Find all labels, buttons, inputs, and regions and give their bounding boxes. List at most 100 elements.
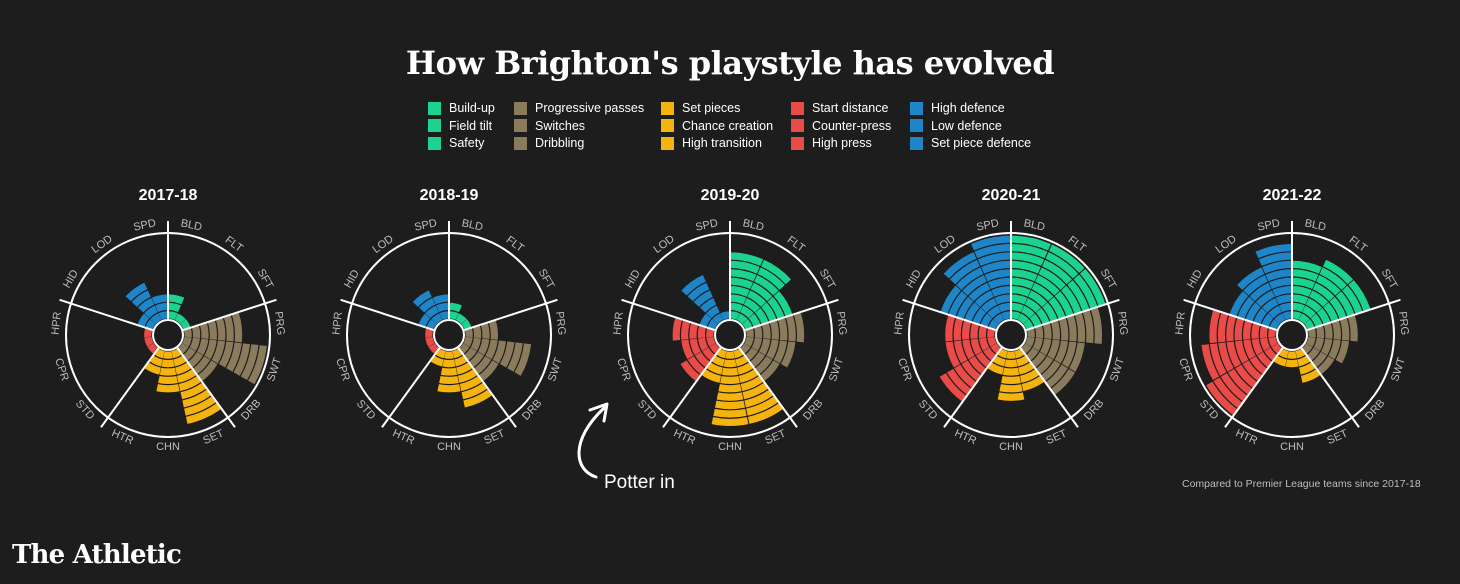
bar-segment-flt: [1031, 282, 1054, 302]
legend-column: Progressive passes Switches Dribbling: [514, 101, 661, 151]
bar-segment-chn: [442, 359, 456, 368]
bar-segment-spd: [1255, 244, 1292, 259]
bar-segment-spd: [987, 277, 1011, 290]
bar-segment-lod: [693, 290, 713, 307]
axis-label-cpr: CPR: [895, 357, 914, 383]
group-divider: [100, 347, 160, 428]
bar-segment-std: [946, 368, 972, 395]
legend-item: Low defence: [910, 119, 1040, 134]
legend-column: Set pieces Chance creation High transition: [661, 101, 791, 151]
axis-label-hpr: HPR: [611, 311, 625, 335]
bar-segment-spd: [1279, 302, 1292, 313]
bar-segment-chn: [720, 375, 740, 385]
bar-segment-hid: [1261, 313, 1274, 328]
bar-segment-cpr: [1243, 339, 1256, 360]
bar-segment-bld: [1292, 277, 1316, 290]
bar-segment-cpr: [697, 337, 709, 351]
bar-segment-swt: [514, 343, 532, 376]
bar-segment-bld: [730, 286, 750, 297]
legend-label: Dribbling: [535, 136, 585, 151]
axis-label-std: STD: [73, 398, 97, 422]
bar-segment-bld: [730, 277, 754, 290]
bar-segment-spd: [974, 244, 1011, 259]
axis-label-std: STD: [916, 398, 940, 422]
bar-segment-chn: [1002, 367, 1020, 376]
axis-label-prg: PRG: [1396, 311, 1410, 336]
bar-segment-flt: [757, 267, 785, 290]
bar-segment-swt: [470, 337, 482, 351]
bar-segment-swt: [780, 341, 796, 368]
axis-label-hpr: HPR: [49, 311, 63, 335]
bar-segment-set: [740, 375, 764, 392]
bar-segment-lod: [425, 305, 439, 319]
bar-segment-drb: [1030, 351, 1047, 368]
bar-segment-sft: [754, 308, 769, 325]
bar-segment-drb: [759, 360, 780, 382]
bar-segment-std: [1264, 347, 1278, 361]
bar-segment-flt: [736, 313, 748, 324]
bar-segment-chn: [723, 359, 737, 368]
bar-segment-hpr: [1217, 312, 1229, 343]
bar-segment-std: [1235, 364, 1258, 389]
group-divider: [1300, 347, 1360, 428]
legend-label: Chance creation: [682, 118, 774, 133]
axis-label-chn: CHN: [156, 441, 180, 453]
bar-segment-bld: [1011, 311, 1021, 320]
bar-segment-spd: [1001, 311, 1011, 320]
bar-segment-set: [746, 396, 779, 416]
axis-label-cpr: CPR: [614, 357, 633, 383]
bar-segment-std: [1206, 381, 1238, 416]
bar-segment-hpr: [945, 315, 956, 342]
bar-segment-prg: [1339, 317, 1350, 341]
inner-ring: [995, 319, 1027, 351]
bar-segment-prg: [1082, 309, 1094, 344]
bar-segment-swt: [478, 338, 490, 356]
bar-segment-htr: [987, 362, 1004, 375]
legend-item: High transition: [661, 136, 791, 151]
legend-swatch: [910, 101, 923, 115]
bar-segment-spd: [984, 269, 1011, 282]
legend-swatch: [428, 119, 441, 133]
bar-segment-prg: [769, 320, 779, 340]
axis-label-prg: PRG: [834, 311, 848, 336]
bar-segment-hpr: [681, 320, 691, 340]
bar-segment-prg: [1034, 325, 1044, 339]
bar-segment-swt: [773, 340, 788, 364]
bar-segment-cpr: [970, 338, 982, 356]
axis-label-bld: BLD: [461, 217, 484, 233]
bar-segment-prg: [761, 322, 771, 340]
bar-segment-spd: [1258, 252, 1292, 266]
axis-label-cpr: CPR: [52, 357, 71, 383]
bar-segment-hid: [980, 313, 993, 328]
season-title: 2017-18: [138, 187, 198, 204]
bar-segment-prg: [191, 325, 201, 339]
axis-label-spd: SPD: [975, 217, 1000, 233]
bar-segment-chn: [715, 400, 745, 410]
bar-segment-chn: [1287, 351, 1297, 359]
bar-segment-prg: [199, 322, 209, 340]
axis-label-prg: PRG: [553, 311, 567, 336]
bar-segment-swt: [1313, 337, 1325, 351]
bar-segment-prg: [1331, 320, 1341, 340]
bar-segment-swt: [1032, 337, 1044, 351]
bar-segment-flt: [1038, 267, 1066, 290]
bar-segment-sft: [1054, 291, 1074, 317]
axis-label-prg: PRG: [272, 311, 286, 336]
bar-segment-sft: [1335, 291, 1355, 317]
bar-segment-lod: [1243, 275, 1268, 296]
axis-label-drb: DRB: [239, 397, 263, 422]
bar-segment-chn: [997, 392, 1025, 401]
brand-logo: The Athletic: [12, 540, 182, 570]
bar-segment-sft: [1348, 280, 1371, 312]
bar-segment-hpr: [962, 320, 972, 340]
bar-segment-chn: [716, 392, 744, 401]
group-divider: [1025, 298, 1120, 332]
bar-segment-swt: [1328, 339, 1341, 360]
bar-segment-set: [176, 368, 197, 383]
bar-segment-flt: [1042, 259, 1073, 285]
bar-segment-chn: [713, 408, 747, 418]
bar-segment-std: [1227, 368, 1253, 395]
legend-item: Counter-press: [791, 119, 910, 134]
bar-segment-bld: [449, 311, 459, 320]
bar-segment-flt: [747, 290, 767, 307]
